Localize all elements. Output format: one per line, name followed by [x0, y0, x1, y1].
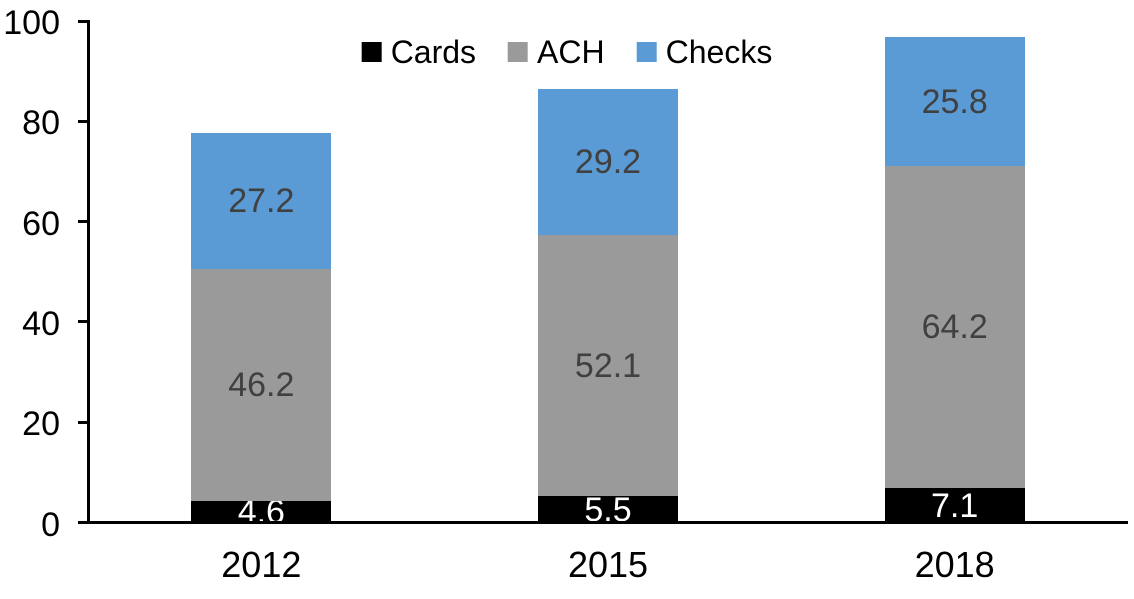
- legend-item-checks: Checks: [636, 34, 773, 70]
- data-label: 27.2: [228, 182, 295, 221]
- data-label: 46.2: [228, 366, 295, 405]
- data-label: 52.1: [574, 346, 642, 385]
- bar-segment-checks-2012: 27.2: [191, 132, 332, 270]
- y-axis-tick: [78, 420, 88, 424]
- x-axis-category-label: 2018: [914, 544, 995, 585]
- legend-swatch-icon: [508, 42, 529, 62]
- bar-segment-cards-2018: 7.1: [884, 487, 1025, 526]
- data-label: 64.2: [921, 308, 988, 347]
- legend-swatch-icon: [361, 42, 382, 62]
- y-tick-label: 20: [22, 405, 60, 444]
- x-axis-category-label: 2015: [567, 544, 649, 585]
- bar-segment-ach-2018: 64.2: [884, 166, 1025, 489]
- y-axis-tick: [78, 521, 88, 524]
- data-label: 29.2: [574, 142, 642, 181]
- legend-item-ach: ACH: [508, 36, 605, 68]
- x-axis-line: [78, 521, 1128, 524]
- legend-label: Cards: [390, 34, 477, 70]
- y-tick-label: 100: [3, 4, 60, 42]
- legend-label: Checks: [665, 34, 773, 70]
- y-axis-tick: [78, 320, 88, 324]
- bar-segment-cards-2015: 5.5: [538, 493, 678, 527]
- legend-item-cards: Cards: [361, 34, 477, 70]
- y-tick-label: 40: [22, 304, 60, 343]
- bar-segment-ach-2012: 46.2: [191, 269, 332, 501]
- y-tick-label: 0: [41, 505, 60, 544]
- y-tick-label: 80: [22, 104, 60, 143]
- chart-legend: Cards ACH Checks: [361, 34, 773, 70]
- bar-segment-ach-2015: 52.1: [538, 235, 678, 497]
- y-tick-label: 60: [22, 204, 60, 243]
- bar-segment-checks-2015: 29.2: [538, 88, 678, 236]
- y-axis-tick: [78, 19, 88, 23]
- legend-swatch-icon: [636, 42, 657, 62]
- y-axis-line: [86, 19, 90, 524]
- y-axis-tick: [78, 119, 88, 123]
- data-label: 7.1: [931, 487, 979, 526]
- bar-segment-checks-2018: 25.8: [884, 37, 1025, 167]
- data-label: 25.8: [921, 82, 988, 121]
- y-axis-tick: [78, 220, 88, 224]
- legend-label: ACH: [537, 34, 605, 70]
- x-axis-category-label: 2012: [221, 544, 302, 585]
